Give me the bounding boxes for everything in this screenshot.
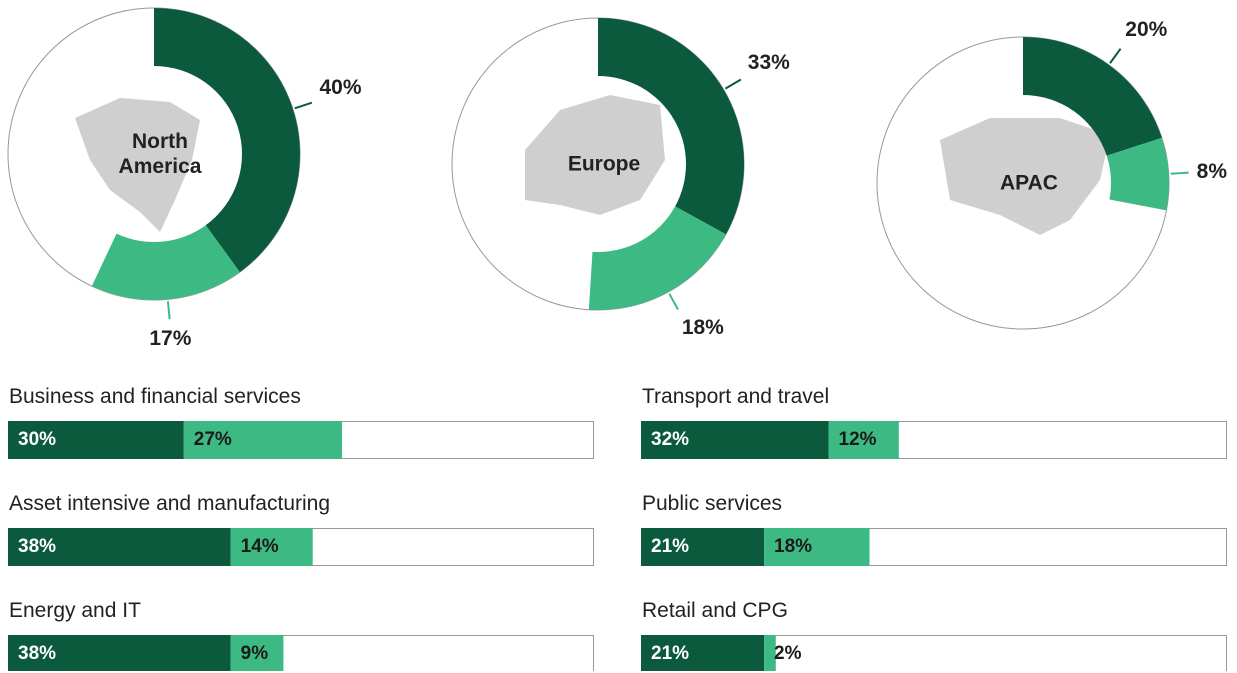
bar-value-label: 38% bbox=[18, 536, 57, 557]
leader-line bbox=[166, 301, 171, 320]
bar-value-label: 21% bbox=[651, 536, 690, 557]
bar-title: Transport and travel bbox=[642, 385, 830, 408]
donut-segment bbox=[1106, 137, 1169, 211]
bar-value-label: 9% bbox=[240, 643, 269, 664]
donut-value-label: 20% bbox=[1125, 18, 1168, 42]
map-europe bbox=[525, 95, 665, 215]
donut-segment bbox=[588, 206, 726, 311]
bar-value-label: 30% bbox=[18, 429, 57, 450]
bar-title: Public services bbox=[642, 492, 783, 515]
map-shapes bbox=[75, 95, 1110, 235]
bar-segment bbox=[641, 528, 765, 566]
bar-segment bbox=[8, 528, 231, 566]
bar-value-label: 2% bbox=[774, 643, 802, 664]
leader-line bbox=[1109, 48, 1122, 64]
donut-value-label: 40% bbox=[319, 76, 362, 100]
map-north-america bbox=[75, 98, 200, 232]
bar-value-label: 12% bbox=[838, 429, 877, 450]
donut-segment bbox=[1023, 37, 1162, 156]
bar-segment bbox=[230, 635, 284, 671]
bar-value-label: 27% bbox=[193, 429, 232, 450]
bar-segment bbox=[641, 635, 765, 671]
bar-segment bbox=[764, 528, 870, 566]
bar-title: Retail and CPG bbox=[642, 599, 788, 622]
donut-center-label: Europe bbox=[567, 152, 641, 176]
leader-line bbox=[668, 293, 679, 310]
donut-center-label: North America bbox=[118, 130, 202, 178]
donut-segment bbox=[154, 8, 300, 273]
bar-title: Energy and IT bbox=[9, 599, 141, 622]
bar-title: Asset intensive and manufacturing bbox=[9, 492, 331, 515]
bar-value-label: 21% bbox=[651, 643, 690, 664]
donut-value-label: 33% bbox=[747, 51, 790, 75]
bar-title: Business and financial services bbox=[9, 385, 301, 408]
bar-segment bbox=[764, 635, 776, 671]
bar-segment bbox=[828, 421, 899, 459]
leader-line bbox=[294, 101, 313, 110]
bar-segment bbox=[183, 421, 343, 459]
bar-segment bbox=[8, 635, 231, 671]
donut-segment bbox=[91, 225, 240, 300]
donut-segment bbox=[598, 18, 744, 235]
leader-line bbox=[1170, 171, 1189, 175]
bar-segment bbox=[230, 528, 313, 566]
donut-value-label: 8% bbox=[1196, 160, 1228, 184]
donut-value-label: 17% bbox=[149, 327, 192, 351]
bar-value-label: 38% bbox=[18, 643, 57, 664]
bar-value-label: 18% bbox=[774, 536, 813, 557]
map-apac bbox=[940, 118, 1110, 235]
bar-value-label: 32% bbox=[651, 429, 690, 450]
donut-center-label: APAC bbox=[1000, 171, 1058, 195]
donut-value-label: 18% bbox=[681, 316, 724, 340]
bar-value-label: 14% bbox=[240, 536, 279, 557]
bar-segment bbox=[8, 421, 184, 459]
leader-line bbox=[724, 78, 742, 90]
bar-segment bbox=[641, 421, 829, 459]
